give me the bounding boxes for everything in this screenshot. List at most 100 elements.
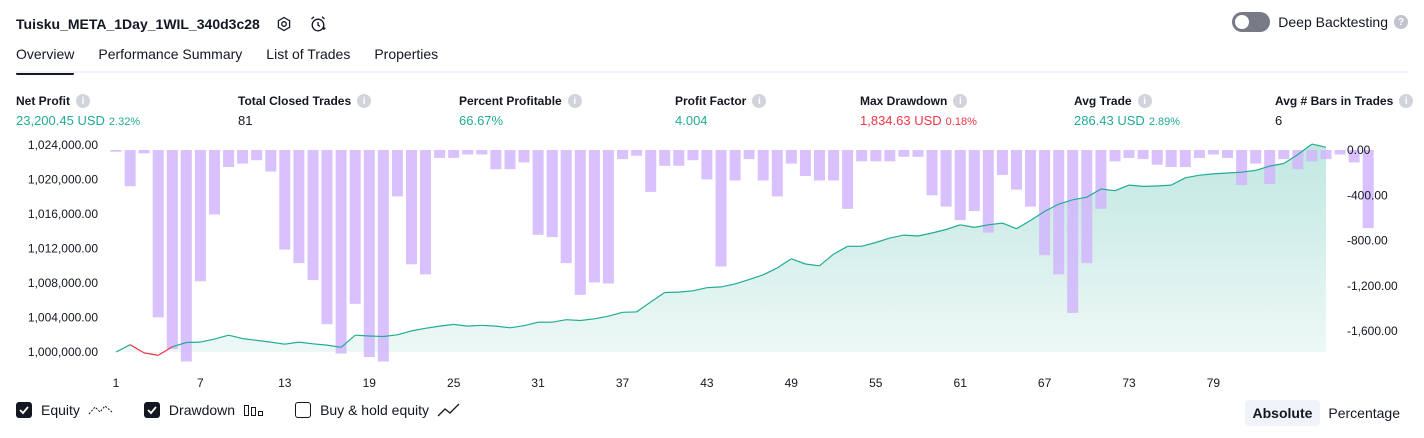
drawdown-bar <box>1053 150 1065 275</box>
y-right-tick-label: -1,200.00 <box>1347 279 1398 293</box>
checkbox-unchecked-icon[interactable] <box>295 402 312 418</box>
stat-net-profit: Net Profit i 23,200.45 USD 2.32% <box>16 94 140 128</box>
drawdown-bar <box>799 150 811 176</box>
deep-backtesting-toggle[interactable] <box>1232 12 1271 32</box>
drawdown-bar <box>110 150 122 152</box>
equity-line-segment <box>1002 222 1017 230</box>
equity-line-segment <box>1157 184 1172 187</box>
drawdown-bar <box>504 150 516 170</box>
equity-line-segment <box>931 228 947 234</box>
drawdown-bar <box>307 150 319 281</box>
drawdown-bar <box>124 150 136 187</box>
info-icon[interactable]: i <box>357 94 372 108</box>
equity-line-segment <box>1114 184 1130 192</box>
stat-avg-bars: Avg # Bars in Trades i 6 <box>1275 94 1414 128</box>
y-left-tick-label: 1,016,000.00 <box>28 207 98 221</box>
checkbox-checked-icon[interactable] <box>143 402 160 418</box>
x-tick-label: 31 <box>531 376 545 388</box>
x-tick-label: 73 <box>1122 376 1136 388</box>
drawdown-bar <box>814 150 825 181</box>
tab-list-of-trades[interactable]: List of Trades <box>266 46 351 62</box>
x-tick-label: 13 <box>278 376 292 388</box>
drawdown-bar <box>363 150 375 357</box>
drawdown-bar <box>434 150 446 158</box>
info-icon[interactable]: i <box>1137 94 1152 108</box>
legend-equity[interactable]: Equity <box>16 402 114 418</box>
tab-properties[interactable]: Properties <box>374 46 439 62</box>
drawdown-bar <box>687 150 699 161</box>
equity-line-segment <box>1227 171 1242 174</box>
equity-line-segment <box>861 241 876 247</box>
absolute-button[interactable]: Absolute <box>1244 400 1321 426</box>
drawdown-bar <box>237 150 249 164</box>
equity-line-segment <box>284 341 299 345</box>
drawdown-bar <box>729 150 741 181</box>
x-tick-label: 79 <box>1207 376 1221 388</box>
deep-backtesting: Deep Backtesting ? <box>1232 12 1408 32</box>
bar-chart-icon <box>243 402 265 418</box>
stat-percent-profitable: Percent Profitable i 66.67% <box>459 94 582 128</box>
drawdown-bar <box>532 150 544 235</box>
info-icon[interactable]: i <box>752 94 767 108</box>
info-icon[interactable]: i <box>567 94 582 108</box>
value-mode-switch: Absolute Percentage <box>1244 400 1409 426</box>
legend-drawdown[interactable]: Drawdown <box>143 402 265 418</box>
drawdown-bar <box>152 150 164 318</box>
equity-area <box>116 144 1326 356</box>
drawdown-bar <box>828 150 840 181</box>
deep-backtesting-label: Deep Backtesting <box>1278 14 1388 30</box>
drawdown-bar <box>1095 150 1107 209</box>
drawdown-bar <box>631 150 643 156</box>
gear-icon[interactable] <box>274 14 294 34</box>
equity-chart[interactable]: 1,024,000.00 1,020,000.00 1,016,000.00 1,01… <box>0 138 1424 388</box>
help-icon[interactable]: ? <box>1394 15 1408 29</box>
drawdown-bar <box>757 150 769 181</box>
x-tick-label: 1 <box>113 376 120 388</box>
equity-line-segment <box>467 324 482 327</box>
equity-line-segment <box>1185 174 1200 179</box>
drawdown-bar <box>293 150 305 264</box>
equity-line-segment <box>523 321 539 327</box>
drawdown-bar <box>1362 150 1374 229</box>
drawdown-bar <box>673 150 685 166</box>
legend-buy-hold[interactable]: Buy & hold equity <box>295 402 461 418</box>
info-icon[interactable]: i <box>76 94 90 108</box>
drawdown-bar <box>1081 150 1093 264</box>
drawdown-bar <box>518 150 530 163</box>
equity-line-segment <box>960 224 975 228</box>
info-icon[interactable]: i <box>953 94 968 108</box>
drawdown-bar <box>912 150 924 157</box>
equity-line-segment <box>762 267 778 276</box>
equity-line-segment <box>566 319 581 322</box>
drawdown-bar <box>377 150 389 362</box>
drawdown-bar <box>1306 150 1318 162</box>
drawdown-bar <box>602 150 614 284</box>
equity-line-segment <box>1269 162 1284 167</box>
stat-total-closed-trades: Total Closed Trades i 81 <box>238 94 372 128</box>
drawdown-bar <box>349 150 361 304</box>
stat-profit-factor: Profit Factor i 4.004 <box>675 94 767 128</box>
x-tick-label: 43 <box>700 376 714 388</box>
drawdown-bar <box>335 150 347 354</box>
percentage-button[interactable]: Percentage <box>1328 405 1400 421</box>
tab-performance-summary[interactable]: Performance Summary <box>98 46 243 62</box>
equity-line-segment <box>481 324 496 327</box>
equity-line-segment <box>678 290 693 293</box>
alarm-clock-icon[interactable] <box>308 14 328 34</box>
drawdown-bar <box>1039 150 1051 256</box>
equity-line-segment <box>1213 172 1228 175</box>
equity-line-segment <box>988 222 1003 226</box>
equity-line-segment <box>819 253 834 267</box>
equity-line-segment <box>945 224 961 231</box>
tab-overview[interactable]: Overview <box>16 46 75 75</box>
stat-percent: 2.89% <box>1148 116 1181 128</box>
drawdown-bar <box>1222 150 1233 158</box>
checkbox-checked-icon[interactable] <box>16 402 32 418</box>
drawdown-bar <box>968 150 980 212</box>
equity-line-segment <box>1086 188 1102 198</box>
strategy-name: Tuisku_META_1Day_1WIL_340d3c28 <box>16 16 260 32</box>
equity-line-segment <box>706 286 722 289</box>
drawdown-bar <box>462 150 474 155</box>
info-icon[interactable]: i <box>1399 94 1414 108</box>
equity-line-segment <box>495 325 511 329</box>
